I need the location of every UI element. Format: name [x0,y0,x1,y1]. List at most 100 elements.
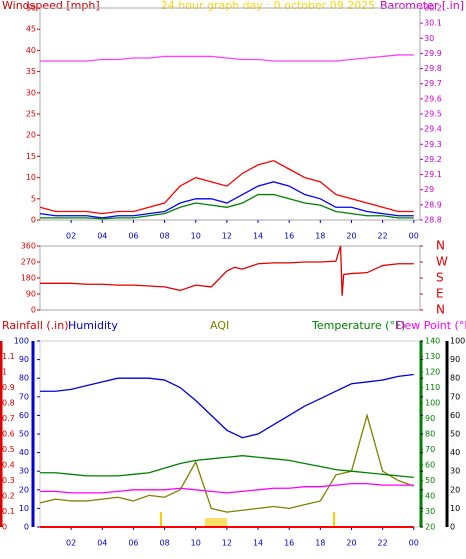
y-tick-label: 90 [19,355,29,364]
y-tick-label: 29.3 [424,140,442,149]
legend-rainfall: Rainfall (.in) [2,319,69,332]
y-tick-label: 29.6 [424,94,442,103]
legend-dewpoint: Dew Point (°F) [396,319,466,332]
y-tick-label: 29.2 [424,155,442,164]
x-tick-label: 16 [284,539,294,548]
y-tick-label: 0.9 [2,383,15,392]
y-tick-label: 29.9 [424,49,442,58]
series-line [40,193,414,220]
y-tick-label: 10 [450,504,460,513]
x-tick-label: 16 [284,232,294,241]
y-tick-label: S [436,271,444,285]
y-tick-label: 90 [450,355,460,364]
y-tick-label: 80 [450,374,460,383]
x-tick-label: 06 [128,539,138,548]
y-tick-label: 40 [450,448,460,457]
y-tick-label: 0.5 [2,445,15,454]
y-tick-label: 30.1 [424,19,442,28]
y-tick-label: 15 [26,152,36,161]
y-tick-label: 70 [425,445,435,454]
y-tick-label: 0 [31,306,36,315]
x-tick-label: 14 [253,232,263,241]
x-tick-label: 02 [66,232,76,241]
y-tick-label: 0 [2,523,7,532]
y-tick-label: 40 [26,46,36,55]
y-tick-label: 29.5 [424,110,442,119]
y-tick-label: 29 [424,185,434,194]
y-tick-label: 0 [24,523,29,532]
event-marker [205,518,227,527]
y-tick-label: W [436,255,448,269]
y-tick-label: 20 [425,523,435,532]
y-tick-label: 1.1 [2,352,15,361]
y-tick-label: 30 [424,34,434,43]
y-tick-label: 120 [425,368,440,377]
y-tick-label: 20 [26,131,36,140]
x-tick-label: 08 [159,539,169,548]
y-tick-label: 50 [450,430,460,439]
barometer-axis-title: Barometer [.in] [380,0,464,12]
y-tick-label: 30 [450,467,460,476]
y-tick-label: 360 [21,242,36,251]
y-tick-label: 70 [450,392,460,401]
y-tick-label: 30 [26,88,36,97]
x-tick-label: 10 [191,539,201,548]
y-tick-label: 100 [450,337,465,346]
x-tick-label: 12 [222,539,232,548]
y-tick-label: 70 [19,392,29,401]
x-tick-label: 04 [97,232,107,241]
y-tick-label: 45 [26,25,36,34]
y-tick-label: 40 [425,492,435,501]
y-tick-label: 110 [425,383,440,392]
x-tick-label: 00 [409,539,419,548]
y-tick-label: 0.1 [2,507,15,516]
y-tick-label: E [436,287,444,301]
y-tick-label: 0.4 [2,461,15,470]
x-tick-label: 10 [191,232,201,241]
y-tick-label: 50 [19,430,29,439]
y-tick-label: 60 [425,461,435,470]
chart-title: 24 hour graph day : 0 october 09 2025 [161,0,375,12]
x-tick-label: 08 [159,232,169,241]
y-tick-label: 29.1 [424,170,442,179]
series-line [40,373,414,439]
series-line [40,245,414,296]
wind-axis-title: Windspeed [mph] [2,0,100,12]
y-tick-label: 29.8 [424,64,442,73]
y-tick-label: 30.2 [424,4,442,13]
y-tick-label: 100 [14,337,29,346]
y-tick-label: 1 [2,368,7,377]
event-marker [160,512,162,527]
y-tick-label: N [436,239,445,253]
y-tick-label: 20 [450,485,460,494]
y-tick-label: 0.3 [2,476,15,485]
y-tick-label: 30 [425,507,435,516]
y-tick-label: 80 [425,430,435,439]
legend-humidity: Humidity [68,319,118,332]
y-tick-label: 0.7 [2,414,15,423]
y-tick-label: 20 [19,485,29,494]
x-tick-label: 12 [222,232,232,241]
series-line [39,159,414,215]
legend-temperature: Temperature (°F) [311,319,406,332]
y-tick-label: 29.7 [424,79,442,88]
x-tick-label: 00 [409,232,419,241]
y-tick-label: 0 [31,216,36,225]
x-tick-label: 18 [315,539,325,548]
legend-aqi: AQI [210,319,229,332]
x-tick-label: 20 [346,539,356,548]
y-tick-label: 80 [19,374,29,383]
y-tick-label: 25 [26,110,36,119]
series-line [39,181,414,219]
y-tick-label: 60 [450,411,460,420]
x-tick-label: 20 [346,232,356,241]
y-tick-label: 10 [19,504,29,513]
series-line [40,482,414,494]
y-tick-label: 0.6 [2,430,15,439]
x-tick-label: 04 [97,539,107,548]
y-tick-label: 140 [425,337,440,346]
y-tick-label: 0 [450,523,455,532]
y-tick-label: 90 [425,414,435,423]
